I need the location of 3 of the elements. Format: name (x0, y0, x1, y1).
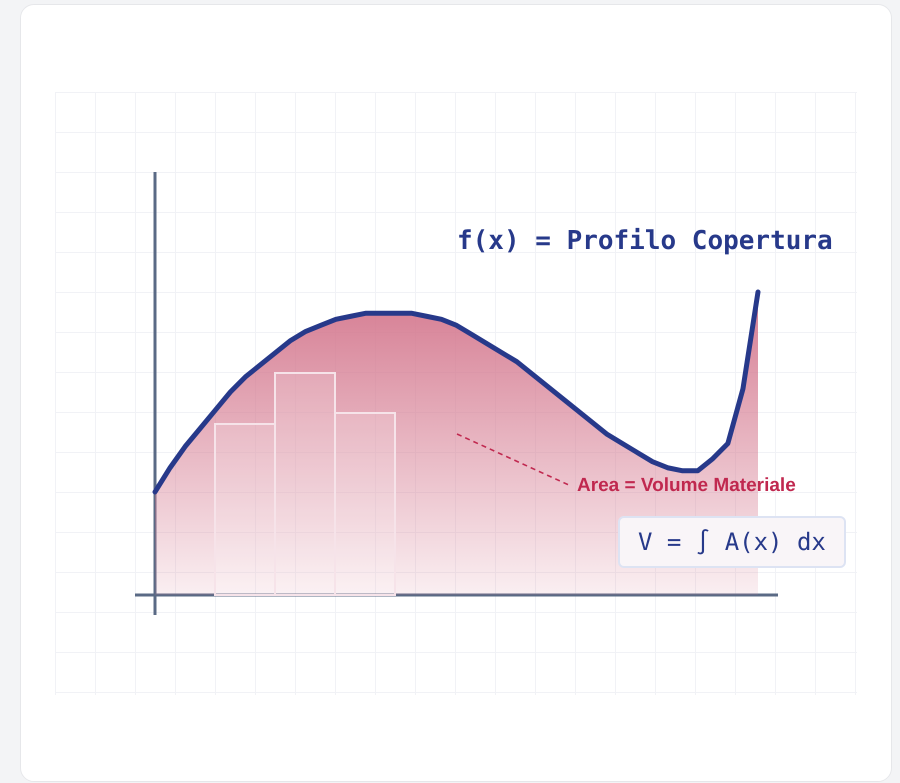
annotation: V = ∫ A(x) dx (618, 516, 846, 568)
text: f(x) = Profilo Copertura (457, 226, 833, 256)
annotation: Area = Volume Materiale (577, 475, 796, 497)
